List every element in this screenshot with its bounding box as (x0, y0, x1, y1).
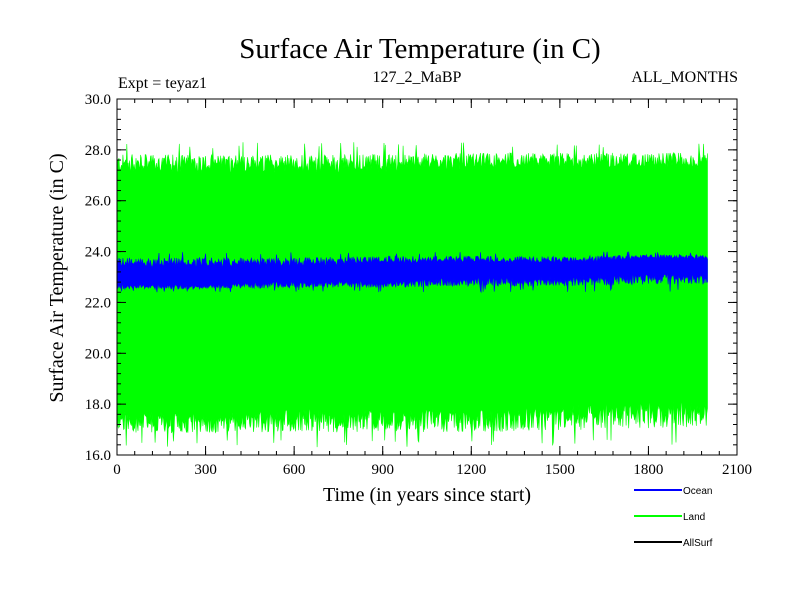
y-tick-label: 30.0 (85, 92, 111, 108)
axes: 0 300 600 900 1200 1500 1800 2100 16.0 18.0 20.0 22… (85, 92, 752, 478)
chart-title: Surface Air Temperature (in C) (239, 33, 600, 65)
x-tick-label: 2100 (722, 462, 752, 478)
period-label: 127_2_MaBP (373, 69, 462, 86)
y-tick-label: 26.0 (85, 194, 111, 210)
x-tick-label: 600 (283, 462, 306, 478)
plot-area (116, 142, 708, 448)
x-tick-label: 1200 (456, 462, 486, 478)
x-tick-label: 0 (113, 462, 121, 478)
y-tick-label: 16.0 (85, 448, 111, 464)
y-tick-label: 20.0 (85, 346, 111, 362)
legend: Ocean Land AllSurf (634, 486, 713, 549)
x-tick-label: 300 (194, 462, 217, 478)
legend-label-allsurf: AllSurf (683, 538, 713, 549)
legend-label-land: Land (683, 512, 705, 523)
series-band-ocean (116, 251, 708, 294)
y-tick-label: 22.0 (85, 295, 111, 311)
y-tick-label: 18.0 (85, 397, 111, 413)
y-tick-label: 28.0 (85, 143, 111, 159)
x-tick-label: 1800 (633, 462, 663, 478)
x-axis-label: Time (in years since start) (323, 484, 531, 506)
y-axis-label: Surface Air Temperature (in C) (46, 153, 68, 402)
months-label: ALL_MONTHS (631, 69, 738, 86)
legend-label-ocean: Ocean (683, 486, 712, 497)
x-tick-label: 900 (371, 462, 394, 478)
plot-frame (116, 98, 738, 456)
series-land (116, 142, 708, 448)
series-band-land (116, 142, 708, 448)
x-tick-label: 1500 (545, 462, 575, 478)
expt-label: Expt = teyaz1 (118, 75, 207, 92)
y-tick-label: 24.0 (85, 245, 111, 261)
series-ocean (116, 251, 708, 294)
